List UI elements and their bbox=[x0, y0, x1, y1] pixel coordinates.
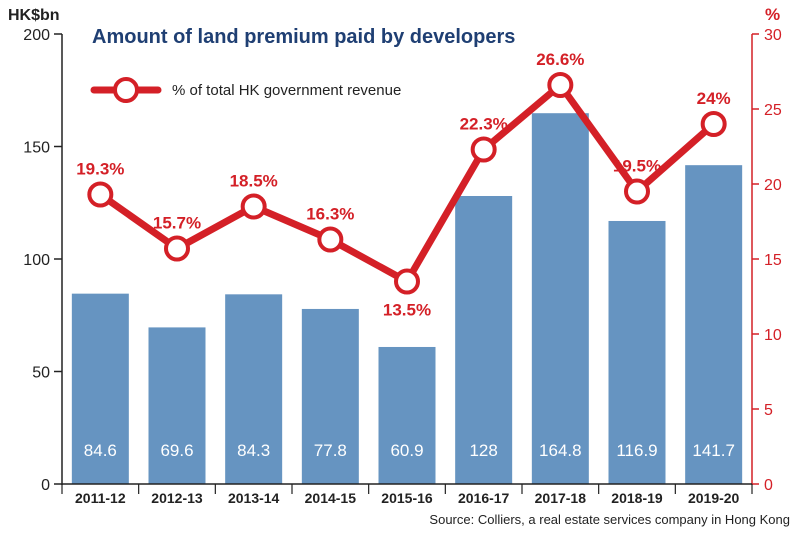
y-tick-label: 50 bbox=[32, 365, 50, 382]
bar-series: 84.6 69.6 84.3 77.8 60.9 128 164.8 116.9 141.7 bbox=[71, 113, 743, 485]
line-point bbox=[87, 181, 114, 208]
y-tick-label: 0 bbox=[41, 477, 50, 494]
y2-tick-label: 15 bbox=[764, 252, 782, 269]
bar bbox=[608, 220, 666, 484]
line-series: 19.3% 15.7% 18.5% 16.3% 13.5% 22.3% 26.6% 19.5%… bbox=[76, 50, 730, 320]
line-point-label: 15.7% bbox=[153, 214, 201, 233]
line-point-label: 16.3% bbox=[306, 205, 354, 224]
source-note: Source: Colliers, a real estate services… bbox=[429, 512, 790, 527]
legend: % of total HK government revenue bbox=[90, 77, 401, 103]
x-tick-label: 2016-17 bbox=[458, 490, 510, 506]
line-point-label: 19.5% bbox=[613, 157, 661, 176]
y2-tick-label: 10 bbox=[764, 327, 782, 344]
bar-value-label: 164.8 bbox=[539, 441, 582, 460]
line-point bbox=[700, 111, 727, 137]
bar-value-label: 77.8 bbox=[314, 441, 347, 460]
bar-value-label: 128 bbox=[469, 441, 497, 460]
line-point bbox=[164, 235, 190, 262]
line-point-label: 18.5% bbox=[230, 172, 278, 191]
line-point bbox=[240, 193, 267, 220]
y-tick-label: 200 bbox=[23, 27, 50, 44]
line-point bbox=[547, 72, 574, 98]
y2-tick-label: 5 bbox=[764, 402, 773, 419]
x-tick-label: 2011-12 bbox=[75, 490, 126, 506]
bar-value-label: 116.9 bbox=[616, 441, 657, 460]
line-point bbox=[624, 178, 650, 205]
line-point-label: 13.5% bbox=[383, 301, 431, 320]
chart-title: Amount of land premium paid by developer… bbox=[92, 26, 515, 48]
bar bbox=[531, 113, 589, 484]
y-tick-label: 150 bbox=[23, 140, 50, 157]
y2-tick-label: 30 bbox=[764, 27, 782, 44]
right-axis-unit: % bbox=[765, 5, 780, 24]
bar bbox=[455, 196, 513, 484]
y2-tick-label: 25 bbox=[764, 102, 782, 119]
line-point-label: 24% bbox=[697, 89, 731, 108]
bar-value-label: 84.3 bbox=[237, 441, 270, 460]
left-axis-unit: HK$bn bbox=[8, 7, 60, 24]
bar bbox=[71, 293, 129, 484]
axes: 0 50 100 150 200 0 5 10 15 20 25 30 2011-12 2012-13 20… bbox=[23, 27, 782, 506]
line-point-label: 22.3% bbox=[460, 115, 508, 134]
bar-value-label: 84.6 bbox=[84, 441, 117, 460]
x-tick-label: 2015-16 bbox=[381, 490, 433, 506]
legend-label: % of total HK government revenue bbox=[172, 82, 401, 99]
x-tick-label: 2013-14 bbox=[228, 490, 280, 506]
x-tick-label: 2018-19 bbox=[611, 490, 663, 506]
bar bbox=[378, 346, 436, 484]
x-tick-label: 2019-20 bbox=[688, 490, 740, 506]
bar bbox=[148, 327, 206, 484]
bar-value-label: 60.9 bbox=[390, 441, 423, 460]
bar bbox=[685, 165, 743, 485]
x-tick-label: 2014-15 bbox=[305, 490, 357, 506]
y2-tick-label: 20 bbox=[764, 177, 782, 194]
y-tick-label: 100 bbox=[23, 252, 50, 269]
line-point-label: 26.6% bbox=[536, 50, 584, 69]
bar bbox=[225, 294, 283, 484]
line-point bbox=[317, 226, 344, 253]
bar bbox=[301, 308, 359, 484]
x-tick-label: 2012-13 bbox=[151, 490, 203, 506]
line-point bbox=[470, 136, 497, 163]
x-tick-label: 2017-18 bbox=[535, 490, 587, 506]
line-point bbox=[394, 268, 420, 295]
y2-tick-label: 0 bbox=[764, 477, 773, 494]
bar-value-label: 141.7 bbox=[692, 441, 735, 460]
legend-marker bbox=[113, 77, 139, 103]
line-point-label: 19.3% bbox=[76, 160, 124, 179]
bar-value-label: 69.6 bbox=[160, 441, 193, 460]
